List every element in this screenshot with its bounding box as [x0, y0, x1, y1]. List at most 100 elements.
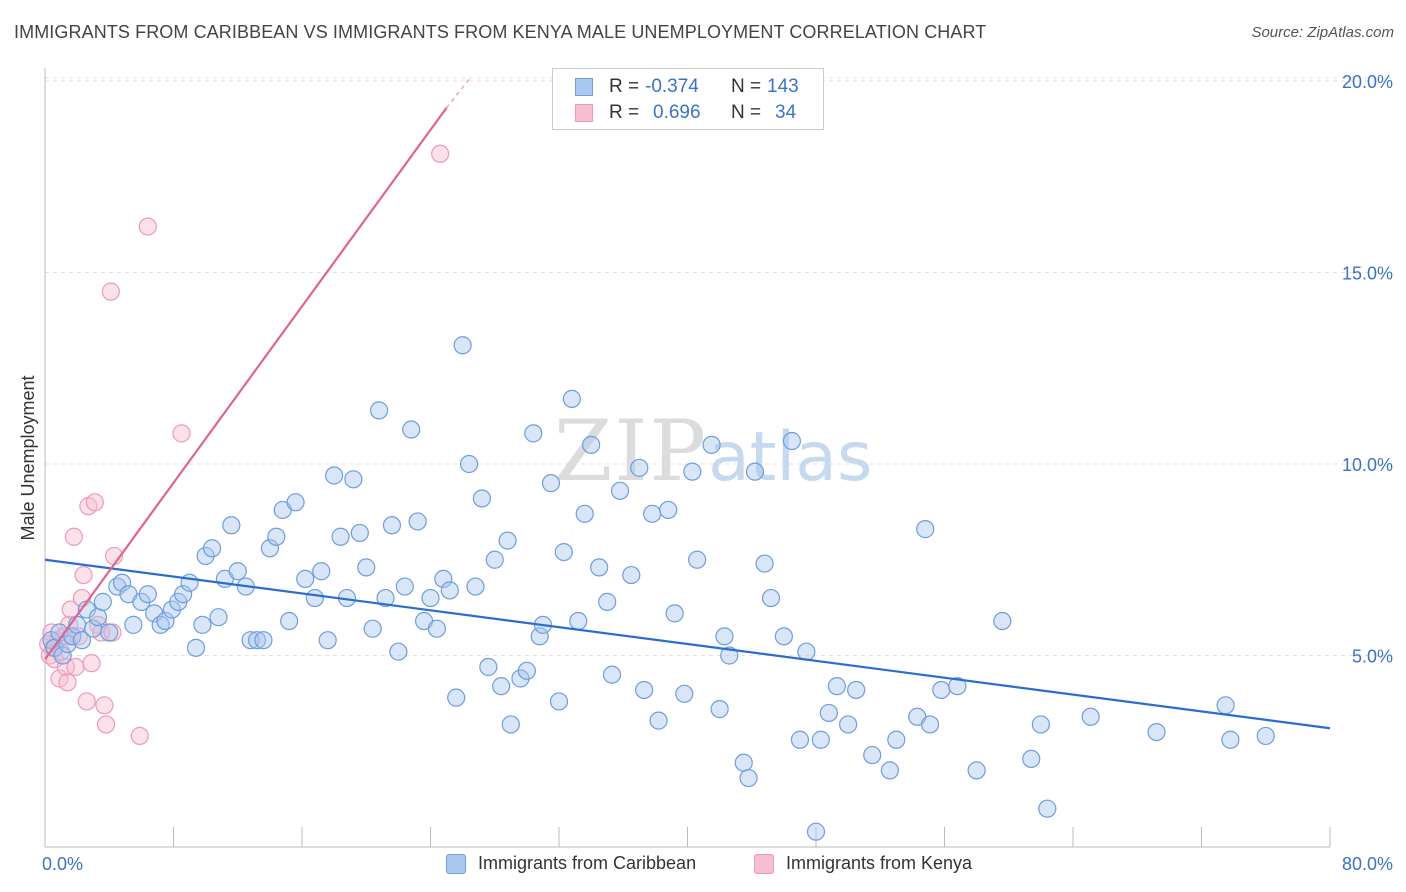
kenya-point: [82, 654, 101, 673]
caribbean-point: [241, 631, 260, 650]
caribbean-point: [156, 611, 175, 631]
caribbean-point: [720, 646, 739, 665]
caribbean-point: [479, 657, 498, 677]
legend-r-label: R =: [609, 102, 640, 123]
legend-n-label: N =: [731, 76, 762, 97]
caribbean-point: [447, 688, 466, 707]
chart-title: IMMIGRANTS FROM CARIBBEAN VS IMMIGRANTS …: [14, 22, 987, 42]
caribbean-point: [434, 569, 453, 589]
correlation-legend: R = -0.374 N = 143 R = 0.696 N = 34: [552, 68, 824, 130]
caribbean-point: [267, 527, 286, 546]
caribbean-point: [305, 588, 324, 608]
caribbean-point: [312, 562, 331, 581]
caribbean-point: [530, 627, 549, 646]
caribbean-point: [427, 619, 447, 638]
y-tick-label: 20.0%: [1342, 72, 1393, 92]
caribbean-point: [710, 700, 729, 719]
caribbean-point: [948, 677, 967, 696]
kenya-series: [39, 144, 450, 746]
caribbean-point: [286, 493, 305, 512]
caribbean-point: [1221, 730, 1240, 749]
caribbean-point: [260, 539, 279, 558]
caribbean-point: [734, 753, 753, 772]
caribbean-point: [774, 627, 793, 646]
caribbean-point: [665, 604, 684, 623]
legend-swatch-caribbean: [446, 854, 466, 874]
caribbean-point: [643, 504, 662, 523]
caribbean-point: [761, 588, 781, 608]
caribbean-point: [344, 470, 363, 489]
caribbean-point: [363, 619, 382, 638]
caribbean-point: [222, 516, 241, 535]
caribbean-point: [598, 592, 617, 611]
caribbean-point: [562, 389, 581, 408]
legend-n-label: N =: [731, 102, 762, 123]
caribbean-point: [549, 692, 569, 711]
caribbean-point: [100, 623, 119, 642]
caribbean-point: [459, 454, 479, 474]
caribbean-point: [228, 562, 247, 581]
caribbean-point: [180, 573, 199, 592]
kenya-point: [431, 144, 450, 163]
watermark-zip: ZIP: [554, 402, 709, 500]
caribbean-point: [635, 680, 654, 700]
kenya-point: [85, 493, 104, 512]
caribbean-point: [357, 558, 376, 577]
caribbean-point: [790, 730, 810, 749]
caribbean-point: [395, 577, 414, 596]
caribbean-point: [1147, 722, 1166, 742]
legend-r-value: -0.374: [645, 76, 699, 97]
caribbean-point: [916, 520, 935, 539]
caribbean-point: [688, 550, 707, 569]
caribbean-point: [53, 646, 72, 665]
caribbean-point: [739, 768, 758, 788]
caribbean-point: [819, 703, 838, 723]
kenya-point: [101, 282, 120, 301]
caribbean-point: [72, 631, 92, 650]
caribbean-point: [755, 554, 774, 573]
caribbean-point: [993, 611, 1012, 631]
caribbean-point: [569, 611, 588, 631]
caribbean-point: [683, 462, 702, 481]
caribbean-point: [370, 401, 389, 420]
caribbean-point: [524, 424, 543, 443]
caribbean-point: [501, 715, 520, 734]
y-axis-title: Male Unemployment: [18, 375, 38, 540]
legend-r-label: R =: [609, 76, 640, 97]
caribbean-point: [622, 565, 641, 585]
kenya-point: [130, 726, 149, 746]
kenya-trend-line: [44, 107, 448, 660]
caribbean-point: [1031, 715, 1050, 734]
caribbean-point: [649, 711, 668, 730]
caribbean-point: [453, 336, 472, 355]
caribbean-point: [811, 730, 830, 749]
caribbean-point: [847, 680, 866, 700]
caribbean-point: [466, 577, 485, 596]
kenya-point: [56, 657, 75, 677]
caribbean-point: [932, 680, 951, 700]
watermark: ZIPatlas: [554, 402, 872, 500]
series-legend: Immigrants from Caribbean Immigrants fro…: [0, 852, 1406, 878]
caribbean-point: [247, 631, 267, 650]
caribbean-point: [887, 730, 906, 749]
caribbean-point: [630, 458, 649, 477]
caribbean-point: [702, 435, 721, 454]
caribbean-point: [1022, 749, 1041, 769]
caribbean-point: [350, 523, 369, 543]
caribbean-point: [880, 761, 899, 780]
caribbean-point: [1038, 799, 1057, 818]
caribbean-point: [517, 661, 536, 680]
caribbean-point: [174, 585, 193, 604]
y-tick-label: 10.0%: [1342, 455, 1393, 475]
kenya-point: [96, 715, 116, 734]
caribbean-point: [485, 550, 504, 569]
watermark-atlas: atlas: [708, 418, 873, 497]
caribbean-point: [554, 542, 573, 562]
kenya-point: [77, 692, 96, 711]
caribbean-point: [782, 431, 802, 451]
caribbean-point: [863, 745, 882, 765]
kenya-trend-extension: [445, 76, 472, 109]
caribbean-point: [421, 588, 440, 608]
caribbean-trend-line: [44, 558, 1331, 730]
